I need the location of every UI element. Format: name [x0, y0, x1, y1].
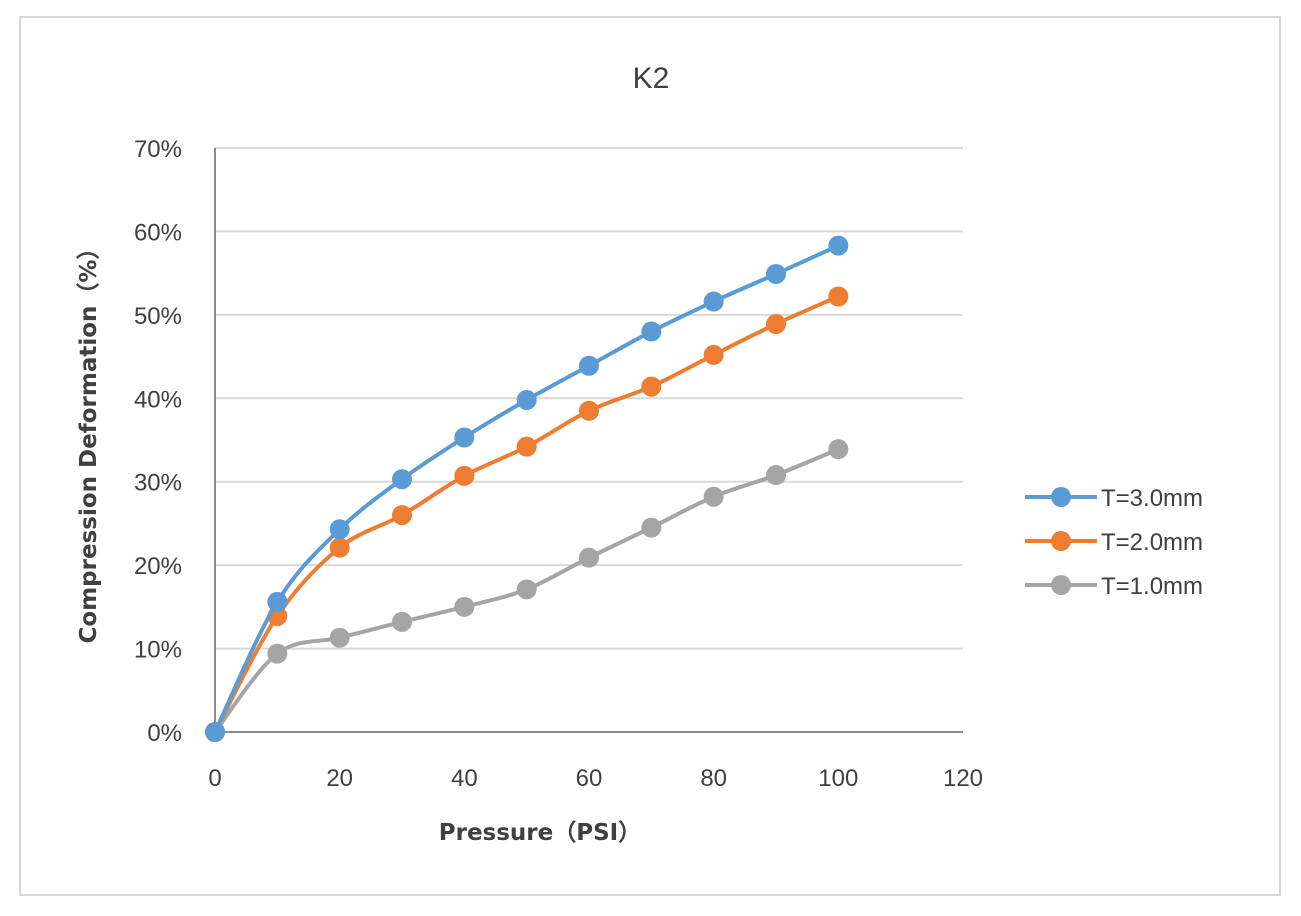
- data-point: [828, 286, 849, 307]
- series-t-3-0mm: [205, 235, 849, 742]
- x-tick-label: 120: [943, 765, 983, 792]
- x-axis-title: Pressure（PSI）: [439, 819, 641, 846]
- gridlines: [215, 147, 963, 650]
- chart-frame: [19, 16, 1281, 896]
- legend-item: T=2.0mm: [1025, 529, 1203, 556]
- legend: T=3.0mm T=2.0mm T=1.0mm: [1025, 485, 1203, 600]
- x-tick-label: 80: [700, 765, 727, 792]
- legend-label: T=2.0mm: [1101, 529, 1203, 556]
- data-point: [329, 627, 350, 648]
- x-tick-label: 40: [451, 765, 478, 792]
- data-point: [579, 355, 599, 376]
- data-point: [454, 427, 475, 448]
- data-point: [392, 611, 412, 632]
- series-line: [213, 294, 840, 733]
- data-point: [828, 235, 849, 256]
- axes: [214, 148, 963, 733]
- y-tick-label: 70%: [134, 136, 182, 163]
- data-point: [703, 344, 724, 365]
- data-point: [703, 486, 724, 507]
- data-point: [454, 465, 475, 486]
- legend-item: T=1.0mm: [1025, 573, 1203, 600]
- y-tick-label: 30%: [134, 470, 182, 497]
- data-point: [516, 389, 537, 410]
- data-point: [828, 439, 849, 460]
- data-point: [766, 263, 786, 284]
- data-point: [766, 314, 786, 335]
- y-tick-labels: 0% 10% 20% 30% 40% 50% 60% 70%: [134, 136, 182, 747]
- y-axis-title: Compression Deformation（%）: [75, 237, 102, 644]
- legend-label: T=3.0mm: [1101, 485, 1203, 512]
- data-point: [641, 376, 662, 397]
- data-point: [703, 291, 724, 312]
- x-tick-label: 60: [576, 765, 603, 792]
- y-tick-label: 10%: [134, 637, 182, 664]
- data-point: [516, 579, 537, 600]
- y-tick-label: 40%: [134, 386, 182, 413]
- legend-label: T=1.0mm: [1101, 573, 1203, 600]
- x-tick-labels: 0 20 40 60 80 100 120: [208, 765, 983, 792]
- legend-item: T=3.0mm: [1025, 485, 1203, 512]
- data-point: [205, 722, 225, 742]
- x-tick-label: 20: [326, 765, 353, 792]
- data-point: [392, 505, 412, 526]
- data-point: [641, 517, 662, 538]
- legend-marker-icon: [1051, 575, 1071, 595]
- data-point: [329, 519, 350, 540]
- legend-marker-icon: [1051, 531, 1071, 551]
- series-t-1-0mm: [205, 439, 849, 742]
- data-point: [454, 596, 475, 617]
- data-point: [516, 436, 537, 457]
- data-point: [641, 321, 662, 342]
- series-t-2-0mm: [205, 286, 849, 742]
- series-group: [205, 235, 849, 742]
- series-line: [213, 243, 840, 733]
- chart-title: K2: [633, 62, 670, 95]
- data-point: [267, 591, 288, 612]
- data-point: [766, 465, 786, 486]
- data-point: [329, 537, 350, 558]
- data-point: [392, 469, 412, 490]
- data-point: [267, 643, 288, 664]
- data-point: [579, 400, 599, 421]
- y-tick-label: 0%: [147, 720, 182, 747]
- legend-marker-icon: [1051, 487, 1071, 507]
- x-tick-label: 0: [208, 765, 221, 792]
- data-point: [579, 547, 599, 568]
- y-tick-label: 60%: [134, 219, 182, 246]
- x-tick-label: 100: [818, 765, 858, 792]
- y-tick-label: 50%: [134, 303, 182, 330]
- y-tick-label: 20%: [134, 553, 182, 580]
